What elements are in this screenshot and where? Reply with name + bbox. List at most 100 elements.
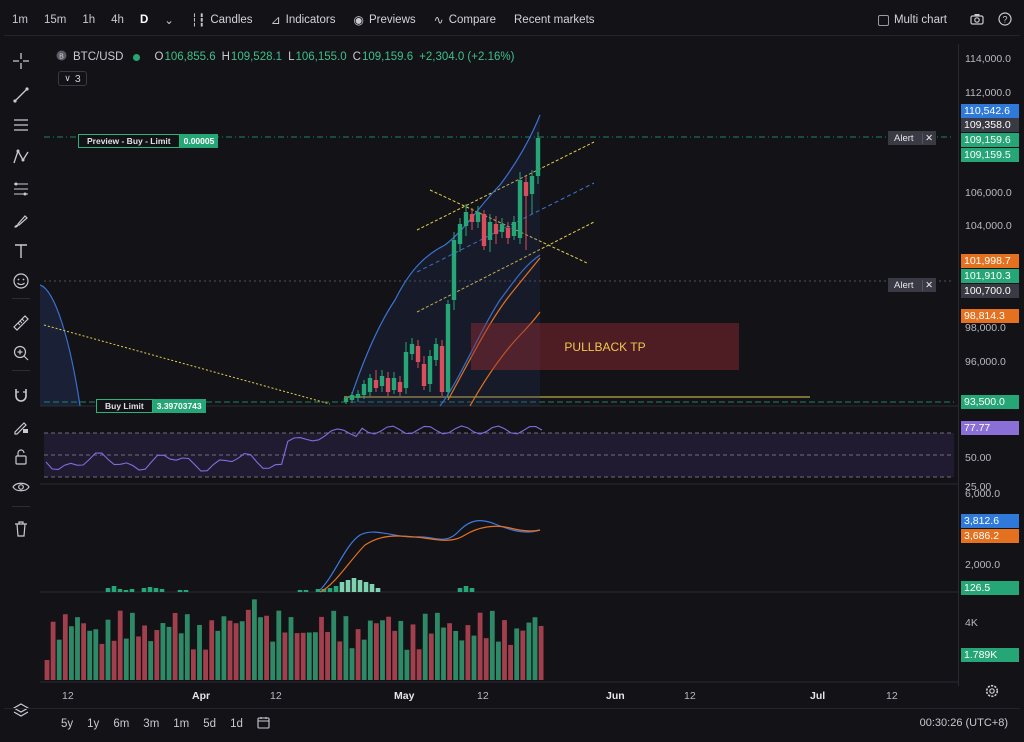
volume-bar [44,660,50,680]
rsi-value-tag: 77.77 [961,421,1019,435]
clock-timezone[interactable]: 00:30:26 (UTC+8) [919,717,1008,729]
horizontal-lines-icon[interactable] [10,114,32,136]
macd-bar [333,586,339,592]
trash-icon[interactable] [10,518,32,540]
macd-hist-tag: 126.5 [961,581,1019,595]
eye-icon[interactable] [10,476,32,498]
pattern-icon[interactable] [10,146,32,168]
volume-bar [416,649,422,680]
pullback-tp-zone[interactable]: PULLBACK TP [471,323,739,370]
multi-chart-toggle[interactable]: Multi chart [869,14,956,26]
bottom-toolbar: 5y 1y 6m 3m 1m 5d 1d 00:30:26 (UTC+8) [4,708,1020,738]
symbol-name[interactable]: BTC/USD [73,51,124,63]
ruler-icon[interactable] [10,312,32,334]
text-icon[interactable] [10,240,32,262]
buy-limit-tag[interactable]: Buy Limit 3.39703743 [96,399,206,413]
volume-bar [459,640,465,680]
volume-bar [105,619,111,680]
date-range-icon[interactable] [250,716,277,732]
magnet-icon[interactable] [10,384,32,406]
volume-bar [349,648,355,680]
volume-bar [410,624,416,680]
eye-icon: ◉ [353,12,364,27]
indicators-label: Indicators [285,13,336,26]
volume-bar [325,631,330,680]
timeframe-dropdown[interactable]: ⌄ [156,13,182,27]
timeframe-1h[interactable]: 1h [82,13,96,26]
time-axis-label: May [394,690,415,702]
fib-icon[interactable] [10,178,32,200]
candle [385,378,391,392]
timeframe-15m[interactable]: 15m [43,13,67,26]
volume-bar [367,620,373,680]
volume-bar [93,629,99,680]
macd-signal-line [319,525,541,593]
rsi-axis-label: 50.00 [965,452,992,464]
volume-bar [172,612,178,680]
lock-draw-icon[interactable] [10,416,32,438]
high-label: H [221,51,230,63]
volume-bar [392,630,398,680]
alert-button-upper[interactable]: Alert ✕ [888,131,936,145]
range-1m[interactable]: 1m [173,717,190,730]
camera-icon[interactable] [970,13,984,28]
macd-bar [345,580,351,592]
macd-bar [303,590,309,592]
lock-icon[interactable] [10,446,32,468]
macd-line [319,520,541,591]
volume-bar [123,638,129,680]
descending-trendline [43,324,331,405]
range-1d[interactable]: 1d [230,717,243,730]
indicator-collapse-button[interactable]: ∨ 3 [58,71,87,86]
macd-bar [159,589,165,592]
recent-markets-button[interactable]: Recent markets [505,14,604,26]
indicators-button[interactable]: ⊿ Indicators [262,13,345,27]
close-icon[interactable]: ✕ [921,132,936,144]
volume-bar [483,638,489,680]
candle [391,378,397,390]
range-1y[interactable]: 1y [87,717,100,730]
layers-icon[interactable] [10,700,32,722]
volume-bar [447,623,452,680]
timeframe-4h[interactable]: 4h [111,13,124,26]
alert-button-lower[interactable]: Alert ✕ [888,278,936,292]
rsi-axis-label: 25.00 [965,481,992,493]
checkbox-icon[interactable] [877,14,889,26]
settings-gear-icon[interactable] [985,684,999,701]
macd-bar [183,590,189,592]
candles-button[interactable]: ┆┇ Candles [182,13,262,27]
volume-bar [117,610,123,680]
volume-bar [502,620,507,680]
zoom-icon[interactable] [10,342,32,364]
ma-fast-price-tag: 101,998.7 [961,254,1019,268]
timeframe-d[interactable]: D [139,13,149,26]
macd-bar [363,582,369,592]
close-icon[interactable]: ✕ [921,279,936,291]
range-3m[interactable]: 3m [143,717,160,730]
compare-button[interactable]: ∿ Compare [425,13,505,27]
volume-bar [386,616,391,680]
previews-button[interactable]: ◉ Previews [344,13,424,27]
coin-icon: B [56,50,67,64]
range-6m[interactable]: 6m [113,717,130,730]
buy-limit-price-tag: 93,500.0 [961,395,1019,409]
volume-bar [154,630,160,680]
emoji-icon[interactable] [10,270,32,292]
volume-bar [160,623,166,680]
help-icon[interactable]: ? [998,11,1012,29]
drawing-toolbar [4,44,38,734]
preview-order-tag[interactable]: Preview - Buy - Limit 0.00005 [78,134,219,148]
time-axis-label: Jun [606,690,625,702]
alert-price-tag: 109,358.0 [961,118,1019,132]
volume-bar [337,641,343,680]
macd-bar [321,589,327,592]
timeframe-1m[interactable]: 1m [12,13,28,26]
range-5y[interactable]: 5y [61,717,74,730]
chart-canvas[interactable] [4,4,1020,738]
trend-line-icon[interactable] [10,84,32,106]
brush-icon[interactable] [10,210,32,232]
range-5d[interactable]: 5d [203,717,217,730]
price-axis[interactable]: 114,000.0 112,000.0 106,000.0 104,000.0 … [958,44,1020,698]
crosshair-icon[interactable] [10,50,32,72]
candle [439,346,445,392]
